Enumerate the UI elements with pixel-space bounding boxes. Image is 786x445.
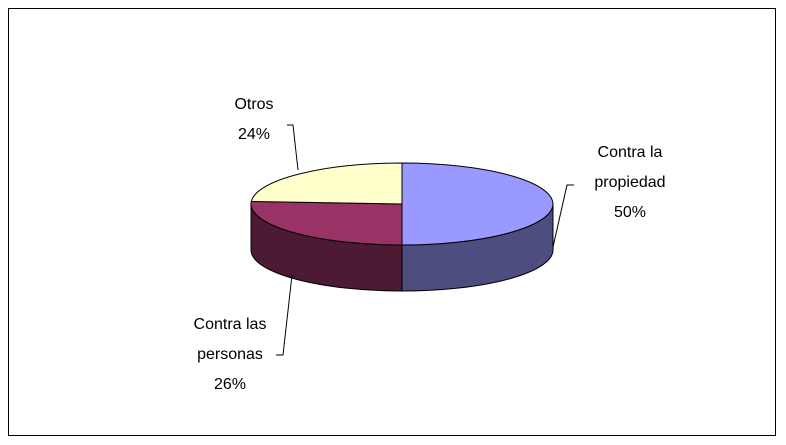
slice-top-1 <box>250 200 403 246</box>
slice-label-2: Otros <box>234 96 273 113</box>
slice-top-2 <box>250 162 403 205</box>
slice-percent-1: 26% <box>214 376 246 393</box>
slice-label-1: Contra las <box>194 316 267 333</box>
slice-label-1: personas <box>197 346 263 363</box>
slice-label-0: Contra la <box>598 144 663 161</box>
slice-labels: Contra la propiedad 50% Contra las personas 2… <box>194 96 666 393</box>
leader-line-0 <box>552 184 574 248</box>
leader-lines <box>276 124 574 356</box>
pie-tops <box>250 162 554 246</box>
slice-percent-0: 50% <box>614 204 646 221</box>
slice-percent-2: 24% <box>238 126 270 143</box>
leader-line-1 <box>276 274 293 356</box>
slice-label-0: propiedad <box>594 174 665 191</box>
leader-line-2 <box>287 124 299 171</box>
slice-top-0 <box>401 162 554 246</box>
